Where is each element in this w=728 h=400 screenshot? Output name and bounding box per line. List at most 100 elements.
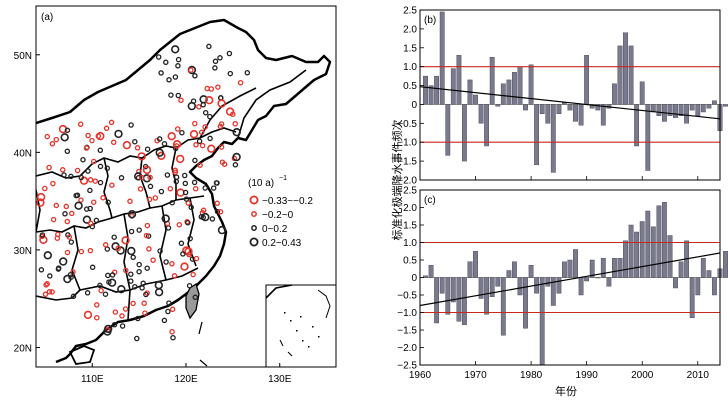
bar-1969 [467,261,473,278]
station-negative-trend [192,120,198,127]
station-negative-trend [215,84,221,90]
bar-1996 [617,45,623,105]
station-positive-trend [102,291,109,297]
station-negative-trend [94,314,100,321]
lat-tick-label: 50N [14,51,32,62]
station-negative-trend [196,104,202,110]
station-positive-trend [136,261,142,268]
station-positive-trend [163,259,169,265]
bar-1997 [623,240,628,278]
sea-dash-2 [199,359,208,367]
station-positive-trend [156,136,163,142]
station-negative-trend [137,186,144,192]
bar-1973 [489,277,495,297]
bar-2015 [723,104,728,107]
bar-1978 [517,277,523,296]
station-negative-trend [180,262,189,271]
station-positive-trend [119,323,126,329]
bar-1993 [600,104,606,126]
y-tick-label: −2.5 [397,361,417,372]
station-positive-trend [127,210,137,219]
x-tick-label: 1980 [520,370,543,381]
station-negative-trend [204,85,210,92]
legend-title: (10 a) [248,178,274,189]
station-positive-trend [128,122,134,128]
bar-1999 [634,231,640,278]
station-negative-trend [167,132,176,141]
station-negative-trend [169,261,175,267]
y-tick-label: −0.5 [397,291,417,302]
panel-label: (c) [424,195,436,206]
station-positive-trend [80,156,86,163]
station-positive-trend [134,172,143,181]
station-positive-trend [144,265,150,271]
station-negative-trend [59,167,66,173]
station-negative-trend [214,200,220,207]
station-positive-trend [78,174,84,181]
bar-2011 [700,258,706,278]
station-negative-trend [103,125,110,132]
station-negative-trend [146,246,152,252]
station-negative-trend [121,236,130,245]
y-tick-label: 1.0 [403,238,417,249]
station-negative-trend [110,139,117,146]
lat-tick-label: 30N [14,246,32,257]
station-negative-trend [36,192,46,202]
station-negative-trend [66,234,73,240]
station-positive-trend [192,73,198,79]
bar-2008 [684,104,690,124]
legend-label-weak-positive: 0~0.2 [262,224,288,235]
station-negative-trend [139,174,145,181]
station-positive-trend [117,285,126,294]
station-positive-trend [107,278,117,287]
bar-1973 [489,57,495,105]
station-negative-trend [85,132,91,139]
y-tick-label: 2.0 [403,24,417,35]
station-positive-trend [68,274,74,280]
y-tick-label: −0.5 [397,119,417,130]
bar-1990 [584,55,590,105]
y-tick-label: 1.5 [403,43,417,54]
station-positive-trend [191,179,198,186]
station-markers [36,43,251,342]
station-negative-trend [207,144,216,153]
bar-2000 [639,81,645,105]
station-negative-trend [152,195,159,201]
station-positive-trend [84,290,91,296]
station-positive-trend [43,251,52,260]
station-negative-trend [197,162,203,168]
station-negative-trend [94,302,100,308]
station-positive-trend [244,69,251,76]
bar-2009 [689,104,695,111]
bar-1988 [573,104,578,122]
bar-1964 [439,11,445,105]
bar-2005 [667,235,673,278]
bar-1963 [434,277,439,324]
station-negative-trend [176,154,185,164]
station-negative-trend [122,306,129,312]
station-negative-trend [188,67,194,73]
bar-2004 [662,202,667,278]
station-positive-trend [93,217,100,224]
bar-1975 [500,83,506,105]
station-positive-trend [232,152,241,162]
station-negative-trend [46,164,52,171]
station-positive-trend [64,148,71,155]
station-negative-trend [69,210,75,217]
station-negative-trend [100,194,106,201]
station-positive-trend [200,102,206,108]
station-positive-trend [206,43,212,50]
lat-tick-label: 40N [14,148,32,159]
station-positive-trend [180,251,186,257]
station-positive-trend [161,140,168,147]
station-negative-trend [232,120,238,127]
bar-1987 [567,104,573,111]
bar-1971 [478,104,484,124]
station-negative-trend [83,145,90,151]
bar-1980 [528,265,534,278]
station-positive-trend [192,294,199,301]
lat-tick-label: 20N [14,343,32,354]
station-negative-trend [190,271,196,278]
hainan-island [68,345,96,365]
